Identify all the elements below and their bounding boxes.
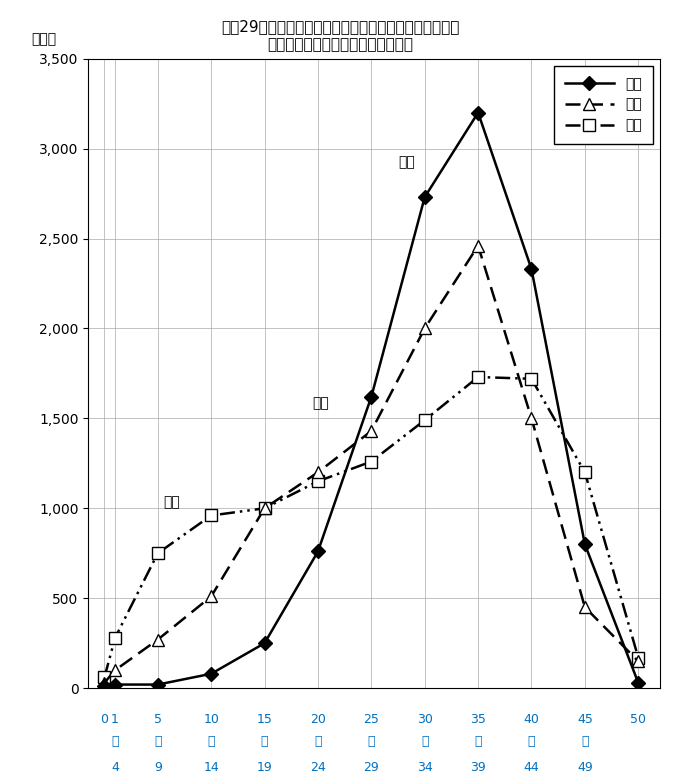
Text: 9: 9 bbox=[154, 761, 162, 773]
Text: 平成29年度群馬県公立高等学校入学者選抜（前期選抜）: 平成29年度群馬県公立高等学校入学者選抜（前期選抜） bbox=[221, 20, 459, 34]
Text: 44: 44 bbox=[524, 761, 539, 773]
Text: 1: 1 bbox=[111, 713, 119, 726]
Text: ～: ～ bbox=[154, 735, 162, 748]
Text: ～: ～ bbox=[528, 735, 535, 748]
Text: 39: 39 bbox=[471, 761, 486, 773]
Text: ～: ～ bbox=[368, 735, 375, 748]
Text: 30: 30 bbox=[417, 713, 432, 726]
Text: ～: ～ bbox=[421, 735, 428, 748]
Text: 英語: 英語 bbox=[163, 496, 180, 510]
Text: 50: 50 bbox=[630, 713, 646, 726]
Text: 25: 25 bbox=[363, 713, 379, 726]
Text: 10: 10 bbox=[203, 713, 219, 726]
Text: 5: 5 bbox=[154, 713, 162, 726]
Text: 数学: 数学 bbox=[313, 396, 329, 411]
Text: ～: ～ bbox=[112, 735, 119, 748]
Legend: 国語, 数学, 英語: 国語, 数学, 英語 bbox=[554, 66, 653, 144]
Text: ～: ～ bbox=[581, 735, 589, 748]
Text: 14: 14 bbox=[203, 761, 219, 773]
Text: 34: 34 bbox=[417, 761, 432, 773]
Text: 学力検査教科別得点分布（受検者）: 学力検査教科別得点分布（受検者） bbox=[267, 38, 413, 52]
Text: 45: 45 bbox=[577, 713, 593, 726]
Text: 4: 4 bbox=[111, 761, 119, 773]
Text: ～: ～ bbox=[261, 735, 269, 748]
Text: 49: 49 bbox=[577, 761, 593, 773]
Text: 40: 40 bbox=[524, 713, 539, 726]
Text: 国語: 国語 bbox=[398, 156, 415, 170]
Text: （人）: （人） bbox=[31, 32, 56, 46]
Text: ～: ～ bbox=[475, 735, 482, 748]
Text: 19: 19 bbox=[256, 761, 273, 773]
Text: ～: ～ bbox=[314, 735, 322, 748]
Text: 24: 24 bbox=[310, 761, 326, 773]
Text: ～: ～ bbox=[207, 735, 215, 748]
Text: 20: 20 bbox=[310, 713, 326, 726]
Text: 15: 15 bbox=[256, 713, 273, 726]
Text: 0: 0 bbox=[101, 713, 108, 726]
Text: 35: 35 bbox=[470, 713, 486, 726]
Text: 29: 29 bbox=[363, 761, 379, 773]
